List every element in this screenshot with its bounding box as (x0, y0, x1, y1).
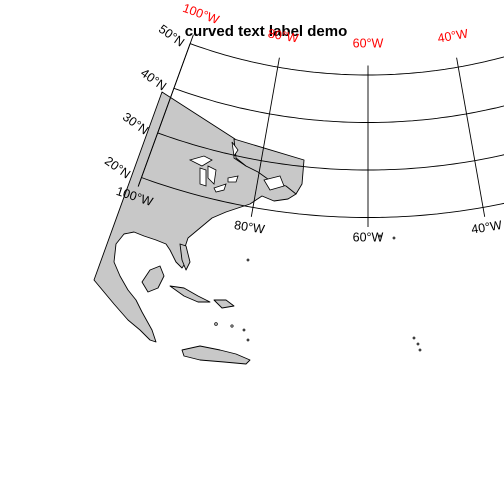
lakes-layer (188, 141, 285, 193)
island-dot (214, 322, 218, 326)
graticule (137, 34, 504, 227)
south-america-coast (181, 345, 251, 365)
bottom-lon-label: 60°W (353, 231, 384, 245)
meridian-line (456, 57, 486, 217)
island-dot (230, 324, 234, 328)
left-lat-label: 20°N (102, 154, 133, 182)
island-dot (412, 336, 416, 340)
map-left-border (137, 43, 191, 187)
left-lat-label: 40°N (138, 66, 169, 94)
top-lon-label: 40°W (436, 26, 469, 45)
yucatan-peninsula (141, 265, 165, 293)
st-lawrence-gulf (263, 175, 285, 191)
great-lake-ontario (227, 175, 239, 183)
great-lake-michigan (199, 167, 207, 187)
map-title: curved text label demo (185, 23, 348, 40)
island-dot (378, 234, 382, 238)
island-dot (392, 236, 396, 240)
meridian-line (250, 57, 280, 217)
land-layer (93, 91, 305, 365)
island-dot (246, 258, 250, 262)
florida-peninsula (179, 243, 191, 271)
left-lat-label: 50°N (156, 22, 187, 50)
top-lon-label: 80°W (267, 26, 300, 45)
parallel-line (173, 87, 504, 123)
island-dot (246, 338, 250, 342)
cuba-island (169, 285, 211, 303)
islands-layer (214, 234, 422, 352)
bottom-lon-label: 80°W (233, 218, 266, 237)
great-lake-huron (207, 165, 217, 185)
great-lake-superior (188, 155, 213, 167)
island-dot (416, 342, 420, 346)
bottom-lon-label: 40°W (470, 218, 503, 237)
hudson-bay-inlet (231, 141, 239, 158)
island-dot (242, 328, 246, 332)
north-america-land (93, 91, 301, 343)
left-lat-label: 30°N (120, 110, 151, 138)
top-lon-label: 60°W (353, 36, 384, 50)
island-dot (418, 348, 422, 352)
great-lake-erie (213, 183, 227, 193)
hispaniola-island (213, 299, 235, 309)
